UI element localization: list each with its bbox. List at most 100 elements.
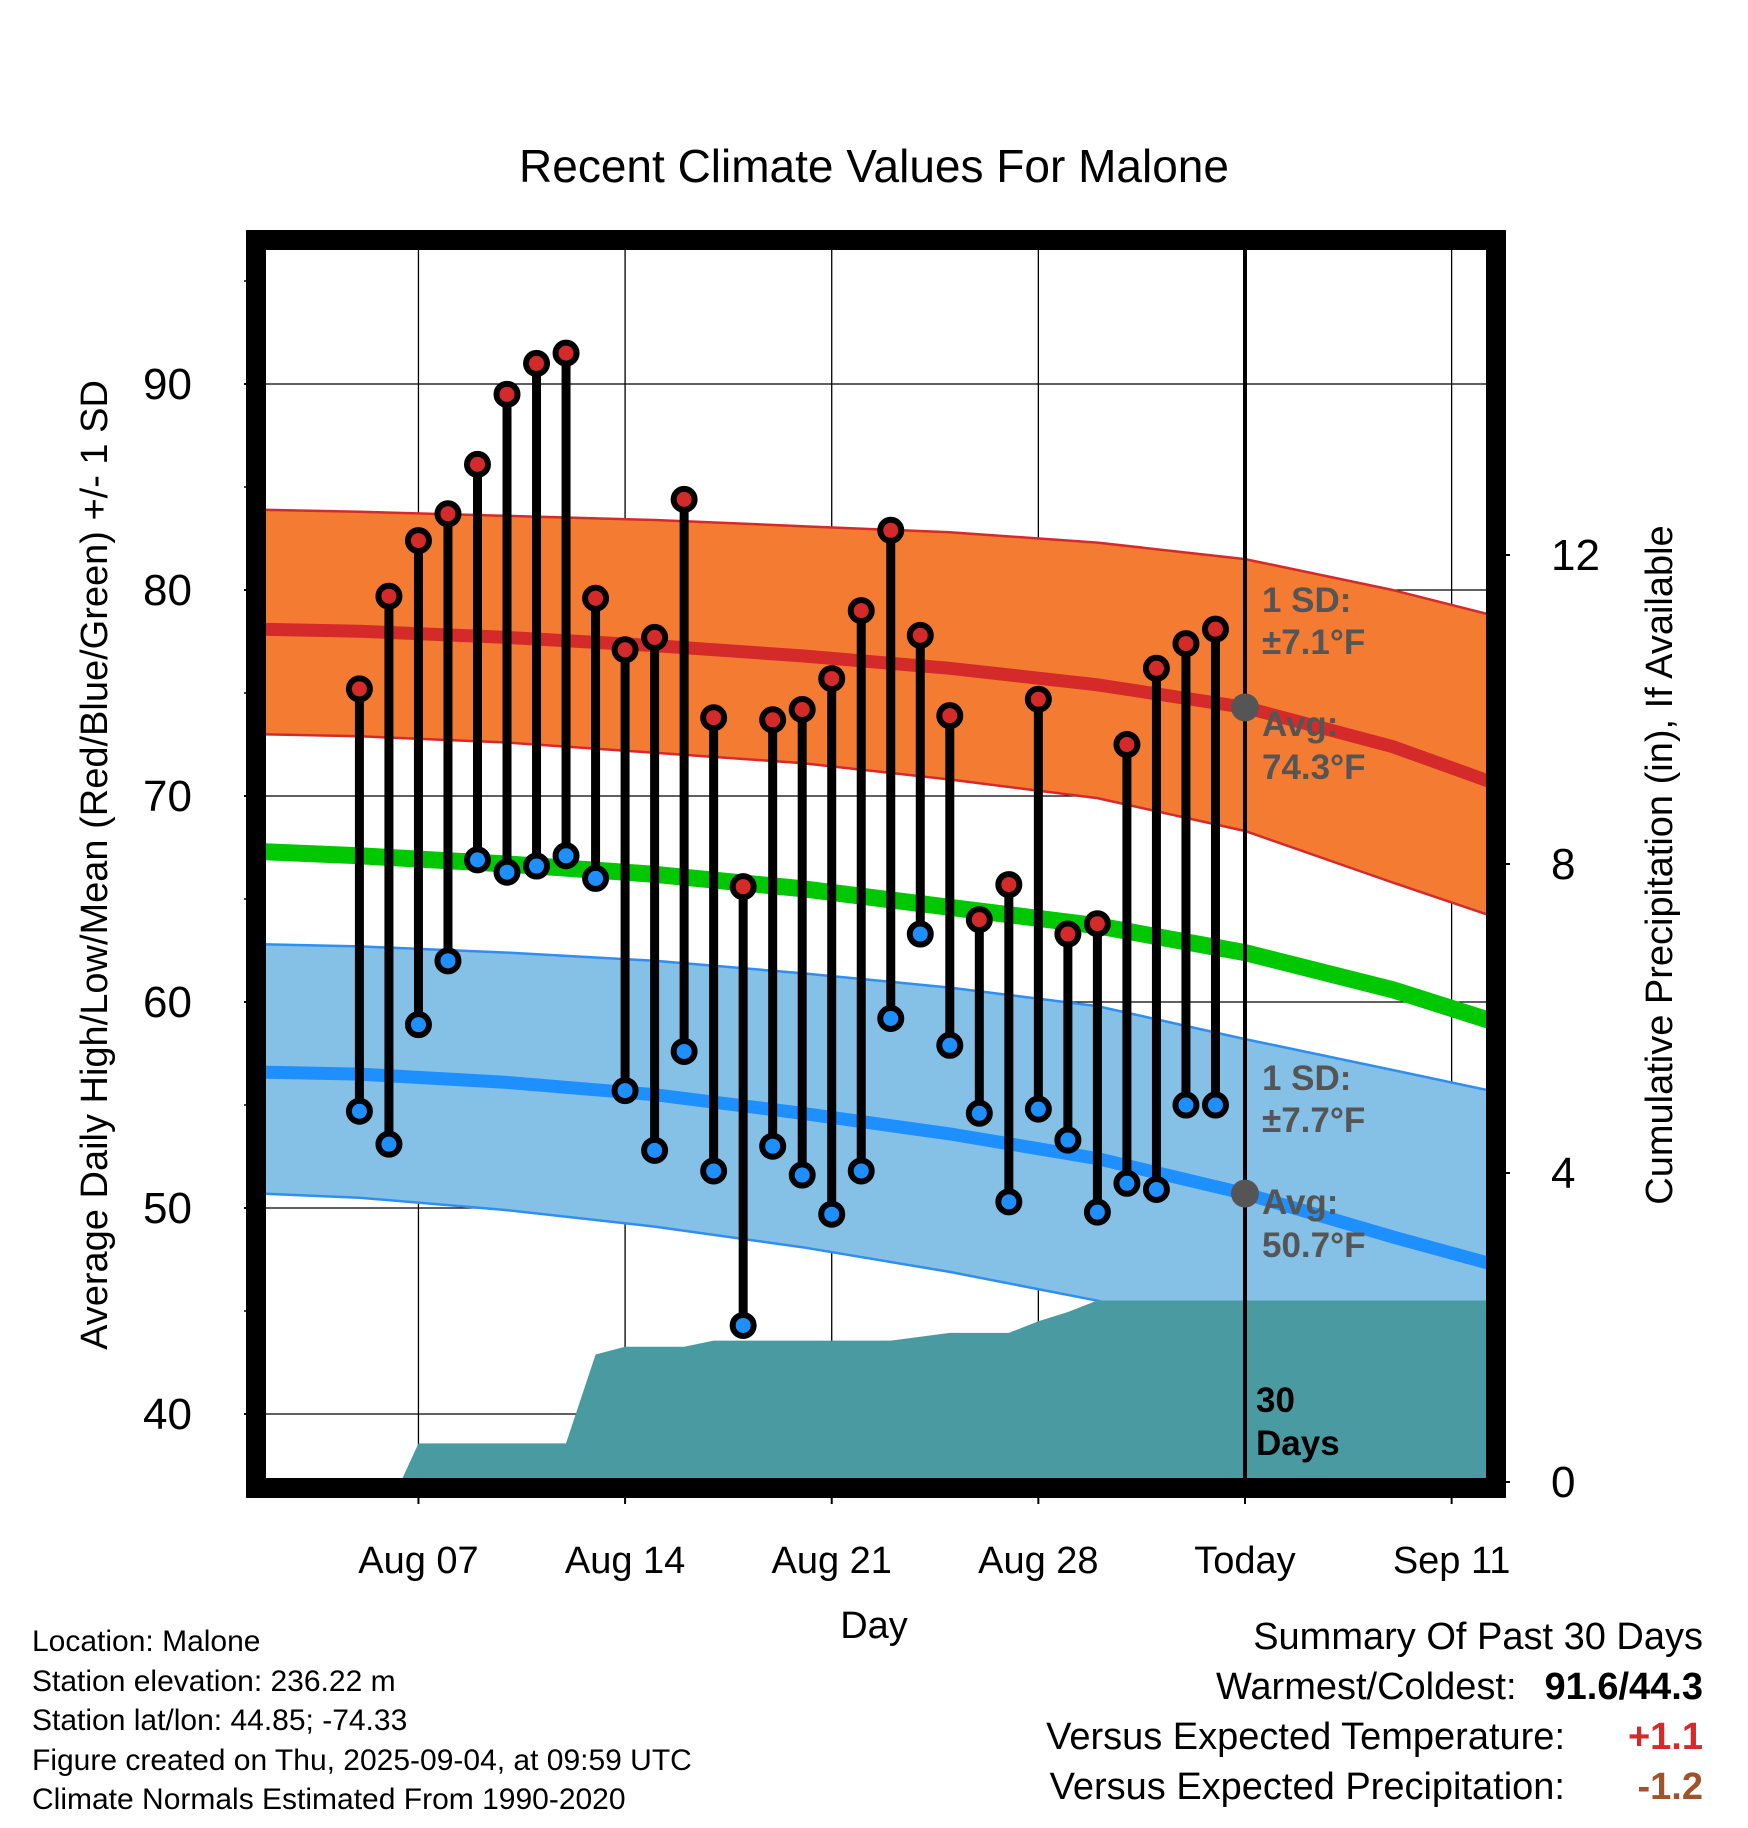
- daily-low-point: [995, 1188, 1023, 1216]
- daily-high-point: [759, 706, 787, 734]
- daily-high-point: [818, 665, 846, 693]
- daily-high-point: [906, 621, 934, 649]
- latlon-text: Station lat/lon: 44.85; -74.33: [32, 1704, 408, 1737]
- daily-high-point: [345, 675, 373, 703]
- daily-high-point: [493, 380, 521, 408]
- daily-low-point: [906, 920, 934, 948]
- station-info: Location: Malone Station elevation: 236.…: [32, 1622, 692, 1820]
- created-text: Figure created on Thu, 2025-09-04, at 09…: [32, 1743, 692, 1777]
- daily-low-point: [729, 1311, 757, 1339]
- daily-low-point: [582, 864, 610, 892]
- y-tick-label: 40: [143, 1390, 192, 1439]
- temp-departure-value: +1.1: [1627, 1716, 1703, 1758]
- x-axis-label: Day: [840, 1605, 908, 1647]
- daily-high-point: [847, 597, 875, 625]
- low-avg-value: 50.7°F: [1262, 1226, 1366, 1265]
- daily-high-point: [1113, 731, 1141, 759]
- daily-low-point: [877, 1005, 905, 1032]
- location-text: Location: Malone: [32, 1625, 261, 1658]
- y-tick-label: 90: [143, 360, 192, 409]
- daily-high-point: [641, 623, 669, 651]
- x-tick-label: Aug 14: [565, 1540, 685, 1582]
- high-sd-lower-line: [262, 732, 1490, 917]
- daily-low-point: [759, 1132, 787, 1160]
- chart-title: Recent Climate Values For Malone: [519, 140, 1229, 192]
- daily-high-point: [611, 636, 639, 664]
- daily-low-point: [1083, 1198, 1111, 1226]
- daily-high-point: [877, 516, 905, 544]
- y-axis-label: Average Daily High/Low/Mean (Red/Blue/Gr…: [74, 380, 116, 1350]
- normals-text: Climate Normals Estimated From 1990-2020: [32, 1783, 626, 1816]
- daily-high-point: [552, 339, 580, 367]
- daily-high-point: [1142, 654, 1170, 682]
- y2-tick-label: 12: [1551, 531, 1600, 580]
- precip-period-label: 30: [1256, 1381, 1295, 1420]
- daily-low-point: [1142, 1175, 1170, 1203]
- elevation-text: Station elevation: 236.22 m: [32, 1664, 396, 1698]
- daily-low-point: [818, 1200, 846, 1228]
- daily-high-point: [1054, 920, 1082, 948]
- today-high-marker: [1230, 693, 1259, 722]
- cumulative-precip-area: [262, 1300, 1490, 1482]
- daily-high-point: [995, 871, 1023, 899]
- daily-low-point: [375, 1130, 403, 1158]
- high-sd-value: ±7.1°F: [1262, 623, 1365, 662]
- high-sd-label: 1 SD:: [1262, 581, 1351, 620]
- daily-low-point: [670, 1037, 698, 1065]
- daily-high-point: [788, 696, 816, 723]
- low-avg-label: Avg:: [1262, 1183, 1338, 1222]
- y-tick-label: 80: [143, 566, 192, 615]
- low-sd-label: 1 SD:: [1262, 1059, 1351, 1098]
- daily-low-point: [847, 1157, 875, 1185]
- daily-low-point: [1113, 1169, 1141, 1197]
- daily-high-point: [463, 450, 491, 478]
- precip-period-unit: Days: [1256, 1424, 1340, 1463]
- daily-low-point: [345, 1097, 373, 1125]
- daily-high-point: [375, 582, 403, 610]
- normal-low-line: [262, 1065, 1490, 1270]
- high-avg-label: Avg:: [1262, 705, 1338, 744]
- warm-cold-label: Warmest/Coldest:: [1215, 1666, 1517, 1708]
- daily-high-point: [404, 527, 432, 555]
- x-tick-label: Aug 28: [978, 1540, 1098, 1582]
- daily-low-point: [641, 1136, 669, 1164]
- normal-high-line: [262, 622, 1490, 788]
- y-tick-label: 60: [143, 978, 192, 1027]
- summary-panel: Summary Of Past 30 Days Warmest/Coldest:…: [1046, 1612, 1703, 1812]
- daily-high-point: [1083, 910, 1111, 938]
- temp-departure-label: Versus Expected Temperature:: [1046, 1716, 1565, 1758]
- daily-high-point: [936, 702, 964, 730]
- y2-tick-label: 4: [1551, 1149, 1575, 1198]
- daily-low-point: [788, 1161, 816, 1189]
- daily-high-point: [965, 906, 993, 934]
- daily-low-point: [552, 842, 580, 870]
- daily-high-point: [1172, 630, 1200, 658]
- daily-low-point: [1054, 1126, 1082, 1154]
- precip-departure-label: Versus Expected Precipitation:: [1049, 1766, 1565, 1808]
- y2-tick-label: 0: [1551, 1458, 1575, 1507]
- daily-low-point: [463, 846, 491, 874]
- low-sd-value: ±7.7°F: [1262, 1101, 1365, 1140]
- daily-low-point: [936, 1031, 964, 1059]
- daily-low-point: [700, 1157, 728, 1185]
- daily-high-point: [1201, 615, 1229, 643]
- high-sd-upper-line: [262, 508, 1490, 616]
- normal-mean-line: [262, 843, 1490, 1029]
- x-tick-label: Aug 07: [358, 1540, 478, 1582]
- today-low-marker: [1230, 1179, 1259, 1208]
- daily-high-point: [729, 873, 757, 901]
- summary-title: Summary Of Past 30 Days: [1253, 1616, 1703, 1658]
- high-avg-value: 74.3°F: [1262, 748, 1366, 787]
- y-tick-label: 70: [143, 772, 192, 821]
- daily-low-point: [523, 852, 551, 880]
- daily-high-point: [700, 704, 728, 732]
- daily-high-point: [582, 584, 610, 612]
- y2-tick-label: 8: [1551, 840, 1575, 889]
- x-tick-label: Today: [1194, 1540, 1295, 1582]
- daily-low-point: [493, 858, 521, 886]
- x-tick-label: Sep 11: [1393, 1540, 1511, 1582]
- daily-high-point: [434, 500, 462, 528]
